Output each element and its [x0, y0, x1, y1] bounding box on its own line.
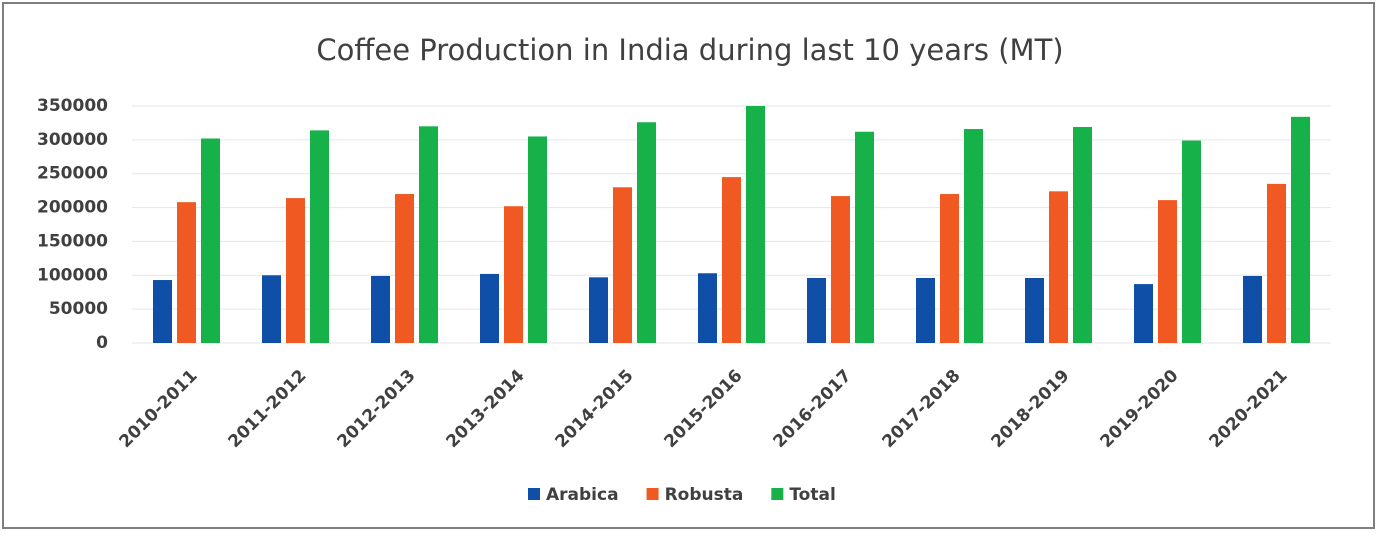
bar: [1182, 140, 1201, 343]
bar: [504, 206, 523, 343]
legend-swatch: [646, 488, 659, 500]
y-tick-label: 150000: [37, 231, 108, 251]
legend-label: Total: [789, 485, 835, 505]
bar: [831, 196, 850, 343]
bar: [201, 138, 220, 343]
bar: [1158, 200, 1177, 343]
bar: [419, 126, 438, 343]
bar: [746, 106, 765, 343]
bar: [613, 187, 632, 343]
chart-title: Coffee Production in India during last 1…: [316, 33, 1063, 67]
bar: [940, 194, 959, 343]
bar: [1243, 275, 1262, 343]
bar: [589, 277, 608, 343]
bar: [1073, 126, 1092, 344]
bar: [262, 275, 281, 343]
bar: [637, 122, 656, 343]
bar: [371, 275, 390, 343]
y-tick-label: 50000: [49, 299, 108, 319]
bar: [698, 273, 717, 343]
bar: [855, 131, 874, 343]
bar: [1291, 116, 1310, 343]
legend-swatch: [771, 488, 784, 500]
bar: [1134, 284, 1153, 343]
legend-label: Arabica: [546, 485, 619, 505]
bar: [964, 129, 983, 343]
bar: [177, 202, 196, 343]
bar: [286, 198, 305, 343]
legend-label: Robusta: [665, 485, 744, 505]
legend-swatch: [528, 488, 540, 500]
bar: [1267, 183, 1286, 343]
y-tick-label: 200000: [37, 198, 108, 218]
bar: [310, 130, 329, 343]
y-tick-label: 250000: [37, 164, 108, 184]
bar: [153, 280, 172, 343]
bar: [1025, 277, 1044, 343]
bar: [528, 136, 547, 343]
bar: [395, 194, 414, 343]
y-tick-label: 350000: [37, 96, 108, 116]
y-tick-label: 100000: [37, 265, 108, 285]
bar: [1049, 191, 1068, 343]
y-tick-label: 0: [96, 333, 108, 353]
bar: [807, 277, 826, 343]
y-tick-label: 300000: [37, 130, 108, 150]
bar: [722, 177, 741, 343]
bar: [480, 273, 499, 343]
bar: [916, 277, 935, 343]
